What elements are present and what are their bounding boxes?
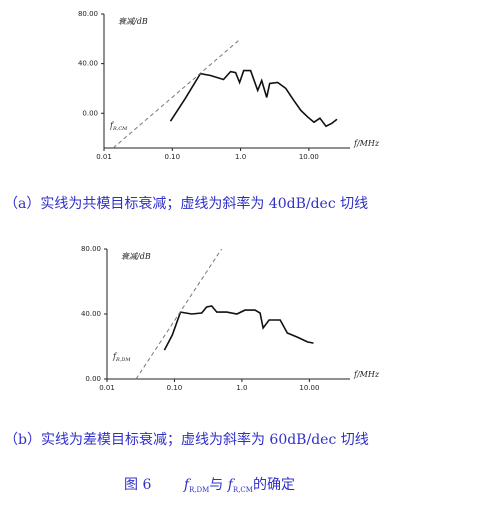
annotation-subscript: R,CM — [112, 126, 128, 132]
tangent-line — [112, 38, 241, 149]
x-tick-label: 0.10 — [167, 384, 183, 392]
x-tick-label: 1.0 — [236, 384, 247, 392]
x-tick-label: 0.01 — [99, 384, 115, 392]
y-axis-label: 衰减/dB — [121, 252, 151, 261]
chart: 0.00 40.00 80.00 0.01 0.10 1.0 10.00 f/MHz 衰减/dB… — [81, 245, 380, 392]
annotation-symbol: f — [109, 121, 115, 130]
attenuation-line — [163, 305, 314, 351]
y-axis-label: 衰减/dB — [118, 17, 148, 26]
tangent-line — [135, 248, 223, 380]
annotation: fR,DM — [112, 352, 131, 363]
annotation: fR,CM — [109, 121, 128, 132]
figure-label: 图 6 — [124, 477, 151, 493]
text: 的确定 — [253, 477, 295, 493]
x-axis-label: f/MHz — [353, 370, 380, 379]
x-tick-label: 1.0 — [235, 153, 246, 161]
figure-caption: 图 6 fR,DM与 fR,CM的确定 — [124, 477, 295, 494]
x-tick-label: 10.00 — [299, 384, 319, 392]
y-tick-label: 40.00 — [78, 60, 98, 68]
annotation-symbol: f — [112, 352, 118, 361]
y-tick-label: 40.00 — [81, 310, 101, 318]
subscript: R,CM — [233, 486, 253, 494]
chart: 0.00 40.00 80.00 0.01 0.10 1.0 10.00 f/MHz 衰减/dB… — [78, 10, 380, 161]
symbol: f — [227, 477, 236, 493]
y-tick-label: 0.00 — [85, 375, 101, 383]
annotation-subscript: R,DM — [115, 357, 131, 363]
y-tick-label: 80.00 — [81, 245, 101, 253]
attenuation-line — [169, 69, 338, 128]
text: 与 — [209, 477, 223, 493]
subscript: R,DM — [189, 486, 209, 494]
x-axis-label: f/MHz — [353, 139, 380, 148]
caption-b: （b）实线为差模目标衰减；虚线为斜率为 60dB/dec 切线 — [4, 431, 369, 448]
caption-a: （a）实线为共模目标衰减；虚线为斜率为 40dB/dec 切线 — [4, 195, 368, 212]
x-tick-label: 0.01 — [96, 153, 112, 161]
symbol: f — [183, 477, 192, 493]
x-tick-label: 0.10 — [164, 153, 180, 161]
y-tick-label: 0.00 — [82, 109, 98, 117]
x-tick-label: 10.00 — [299, 153, 319, 161]
y-tick-label: 80.00 — [78, 10, 98, 18]
